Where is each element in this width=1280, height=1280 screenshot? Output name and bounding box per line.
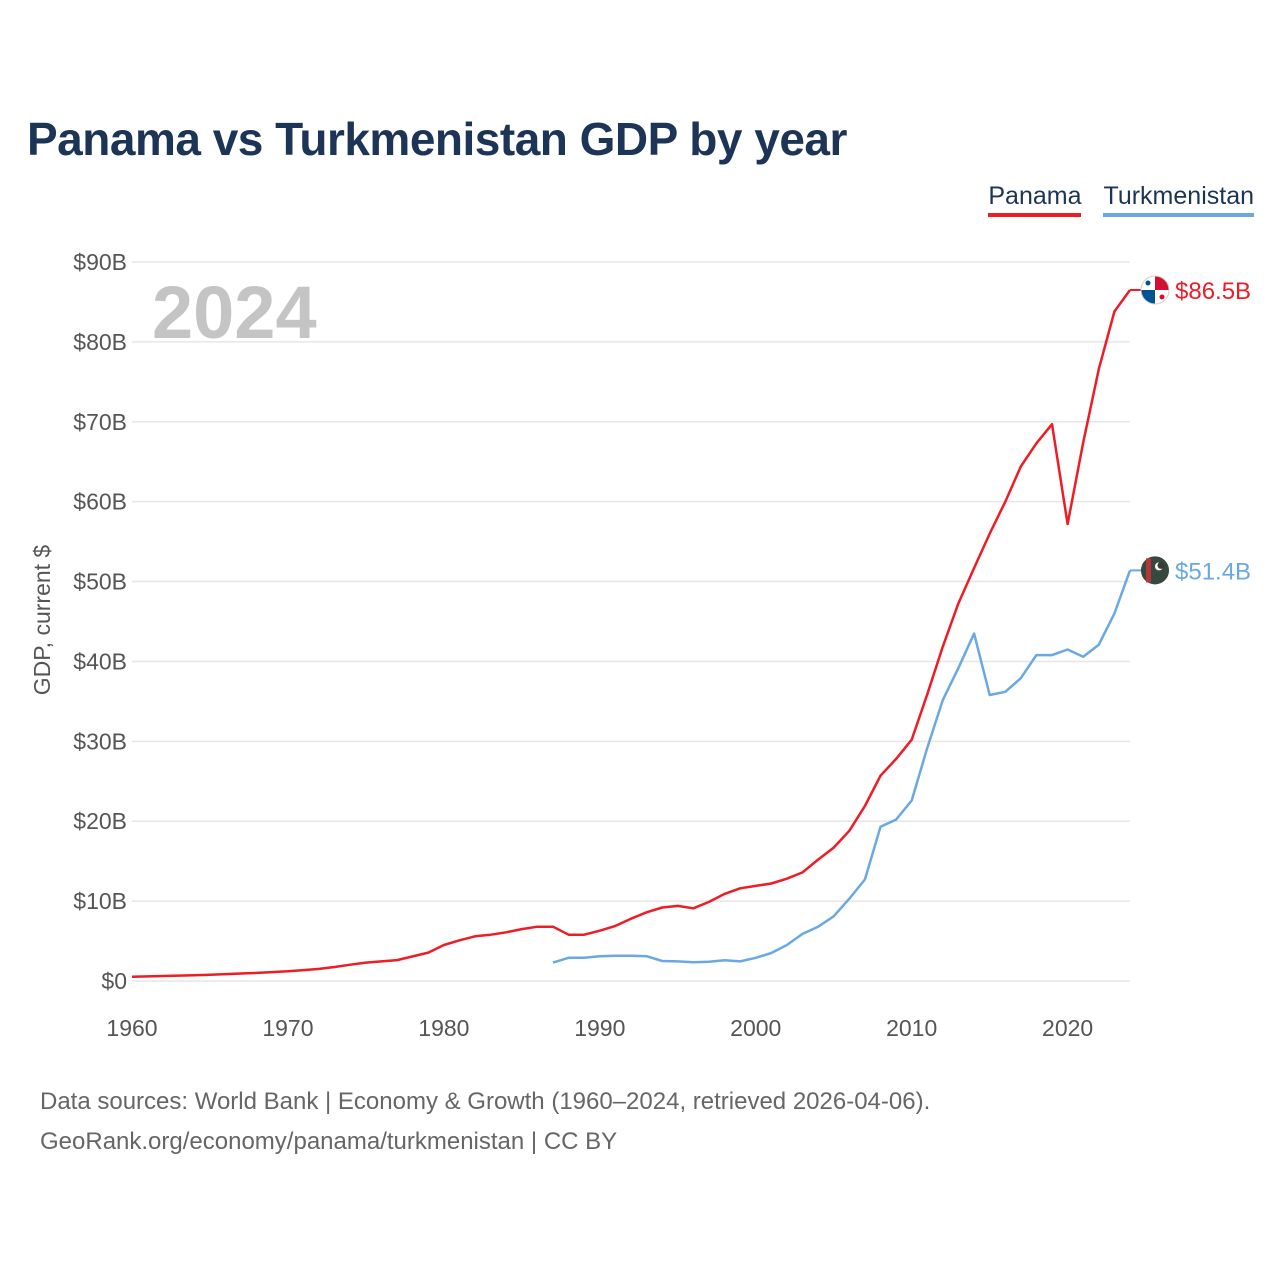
end-value-label-turkmenistan: $51.4B [1175, 558, 1251, 585]
y-tick-label: $40B [73, 648, 127, 674]
x-tick-label: 2010 [886, 1015, 937, 1041]
grid-lines [132, 261, 1130, 982]
y-axis-label: GDP, current $ [29, 545, 55, 696]
x-tick-label: 1960 [106, 1015, 157, 1041]
y-tick-label: $20B [73, 808, 127, 834]
y-axis-ticks: $0 $10B $20B $30B $40B $50B $60B $70B $80B $90B [73, 249, 127, 994]
legend: Panama Turkmenistan [988, 182, 1254, 217]
y-tick-label: $80B [73, 329, 127, 355]
x-tick-label: 1980 [418, 1015, 469, 1041]
flag-icon-turkmenistan [1141, 556, 1169, 585]
x-tick-label: 1970 [262, 1015, 313, 1041]
end-markers: $86.5B $51.4B [1130, 275, 1251, 585]
x-tick-label: 2020 [1042, 1015, 1093, 1041]
y-tick-label: $60B [73, 489, 127, 515]
series-line-panama[interactable] [131, 289, 1132, 978]
end-value-label-panama: $86.5B [1175, 278, 1251, 305]
chart-title: Panama vs Turkmenistan GDP by year [27, 113, 847, 165]
current-year-label: 2024 [152, 271, 317, 354]
y-tick-label: $0 [101, 968, 127, 994]
y-tick-label: $70B [73, 409, 127, 435]
flag-icon-panama [1140, 275, 1170, 305]
legend-item-turkmenistan[interactable]: Turkmenistan [1103, 182, 1254, 217]
footer: Data sources: World Bank | Economy & Gro… [40, 1082, 930, 1162]
x-axis-ticks: 1960 1970 1980 1990 2000 2010 2020 [106, 1015, 1093, 1041]
y-tick-label: $30B [73, 728, 127, 754]
series-lines [131, 289, 1132, 978]
attribution-text: GeoRank.org/economy/panama/turkmenistan … [40, 1128, 618, 1155]
data-source-text: Data sources: World Bank | Economy & Gro… [40, 1088, 931, 1115]
y-tick-label: $90B [73, 249, 127, 275]
x-tick-label: 2000 [730, 1015, 781, 1041]
series-line-turkmenistan[interactable] [552, 569, 1132, 964]
y-tick-label: $10B [73, 888, 127, 914]
y-tick-label: $50B [73, 569, 127, 595]
legend-item-panama[interactable]: Panama [988, 182, 1082, 217]
x-tick-label: 1990 [574, 1015, 625, 1041]
